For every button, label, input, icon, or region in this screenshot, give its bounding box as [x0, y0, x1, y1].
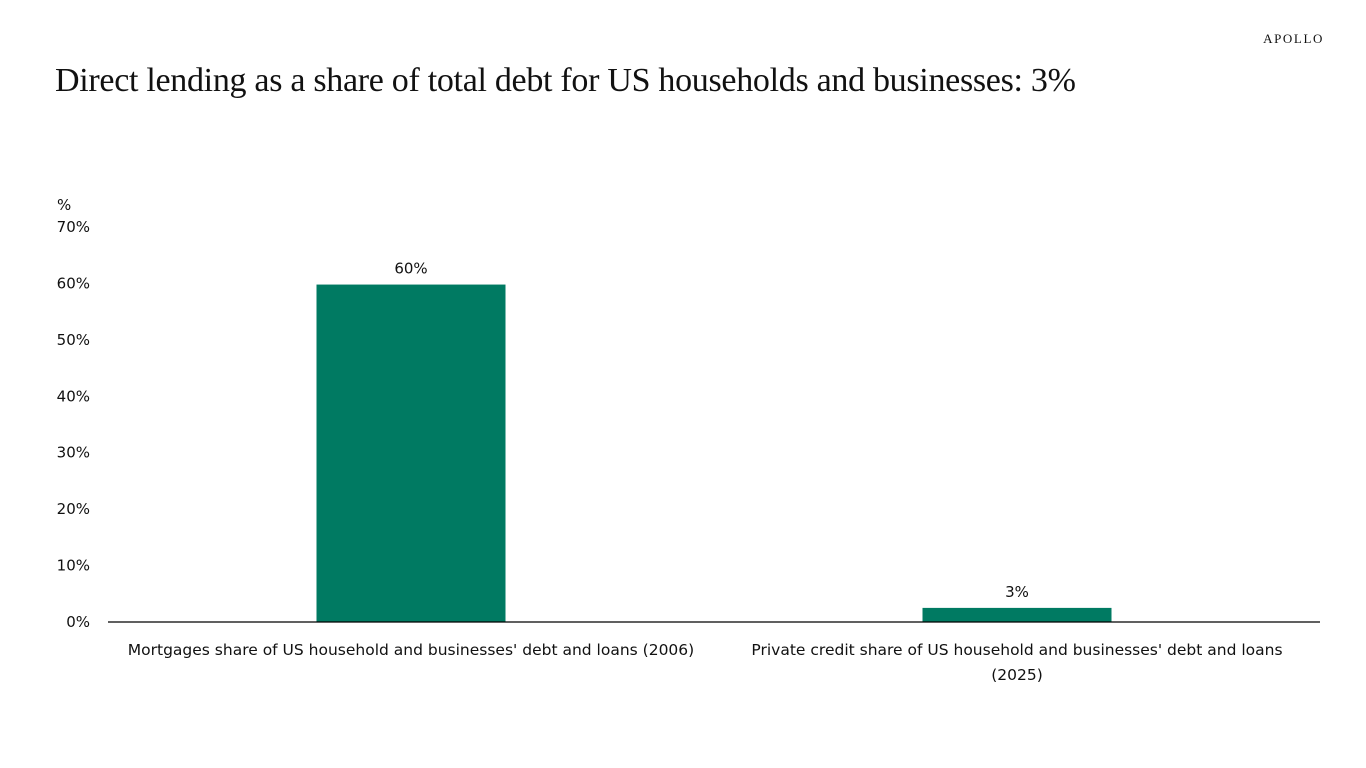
x-category-label: Mortgages share of US household and busi… [128, 641, 694, 659]
x-category-label: (2025) [991, 666, 1043, 684]
y-tick-label: 30% [57, 444, 90, 462]
y-tick-label: 70% [57, 218, 90, 236]
bar [316, 284, 506, 622]
y-tick-label: 20% [57, 500, 90, 518]
y-tick-label: 60% [57, 274, 90, 292]
data-label: 60% [394, 260, 427, 278]
y-tick-label: 0% [66, 613, 90, 631]
y-tick-label: 50% [57, 331, 90, 349]
y-tick-label: 40% [57, 387, 90, 405]
y-axis-unit-label: % [57, 196, 71, 214]
chart-title: Direct lending as a share of total debt … [55, 62, 1076, 99]
data-label: 3% [1005, 583, 1029, 601]
y-tick-label: 10% [57, 557, 90, 575]
bar [922, 607, 1112, 622]
x-category-label: Private credit share of US household and… [751, 641, 1282, 659]
apollo-logo: APOLLO [1263, 31, 1324, 46]
